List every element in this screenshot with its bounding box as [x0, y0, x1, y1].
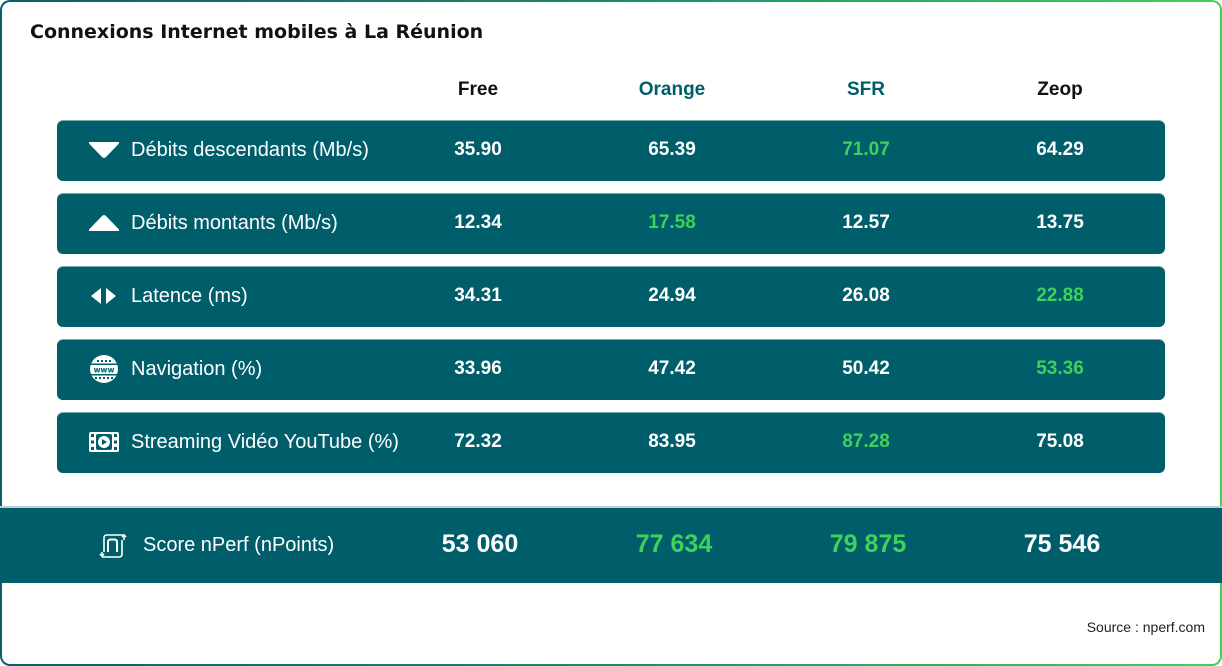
page-title: Connexions Internet mobiles à La Réunion [30, 21, 484, 43]
value-zeop: 75.08 [1036, 431, 1084, 452]
value-free: 33.96 [454, 358, 502, 379]
score-sfr: 79 875 [829, 530, 907, 558]
latency-arrows-icon [87, 281, 121, 311]
value-sfr: 50.42 [842, 358, 890, 379]
score-label: Score nPerf (nPoints) [143, 534, 335, 556]
metric-label: Débits montants (Mb/s) [131, 212, 338, 234]
value-zeop: 22.88 [1036, 285, 1084, 306]
column-header-sfr: SFR [847, 79, 885, 100]
value-orange: 47.42 [648, 358, 696, 379]
value-orange: 83.95 [648, 431, 696, 452]
metric-row-navigation: www Navigation (%) 33.96 47.42 50.42 53.… [57, 340, 1165, 400]
source-note: Source : nperf.com [1086, 619, 1205, 635]
column-header-free: Free [457, 79, 499, 100]
score-orange: 77 634 [635, 530, 713, 558]
score-free: 53 060 [441, 530, 519, 558]
value-sfr: 26.08 [842, 285, 890, 306]
svg-text:www: www [94, 366, 115, 375]
value-sfr: 12.57 [842, 212, 890, 233]
value-orange: 65.39 [648, 139, 696, 160]
upload-triangle-icon [87, 208, 121, 238]
value-free: 35.90 [454, 139, 502, 160]
value-zeop: 53.36 [1036, 358, 1084, 379]
value-free: 12.34 [454, 212, 502, 233]
metric-label: Latence (ms) [131, 285, 248, 307]
value-free: 34.31 [454, 285, 502, 306]
download-triangle-icon [87, 135, 121, 165]
value-free: 72.32 [454, 431, 502, 452]
metric-row-streaming: Streaming Vidéo YouTube (%) 72.32 83.95 … [57, 413, 1165, 473]
metric-row-upload: Débits montants (Mb/s) 12.34 17.58 12.57… [57, 194, 1165, 254]
value-zeop: 64.29 [1036, 139, 1084, 160]
score-bar: Score nPerf (nPoints) 53 060 77 634 79 8… [0, 508, 1222, 583]
metric-label: Débits descendants (Mb/s) [131, 139, 369, 161]
value-sfr: 71.07 [842, 139, 890, 160]
www-globe-icon: www [87, 354, 121, 384]
metric-row-download: Débits descendants (Mb/s) 35.90 65.39 71… [57, 121, 1165, 181]
column-header-zeop: Zeop [1037, 79, 1083, 100]
value-sfr: 87.28 [842, 431, 890, 452]
nperf-logo-icon [96, 530, 128, 562]
value-orange: 17.58 [648, 212, 696, 233]
metric-row-latency: Latence (ms) 34.31 24.94 26.08 22.88 [57, 267, 1165, 327]
value-zeop: 13.75 [1036, 212, 1084, 233]
metric-label: Streaming Vidéo YouTube (%) [131, 431, 399, 453]
column-header-orange: Orange [638, 79, 706, 100]
value-orange: 24.94 [648, 285, 696, 306]
video-film-icon [87, 427, 121, 457]
metric-label: Navigation (%) [131, 358, 263, 380]
score-zeop: 75 546 [1023, 530, 1101, 558]
